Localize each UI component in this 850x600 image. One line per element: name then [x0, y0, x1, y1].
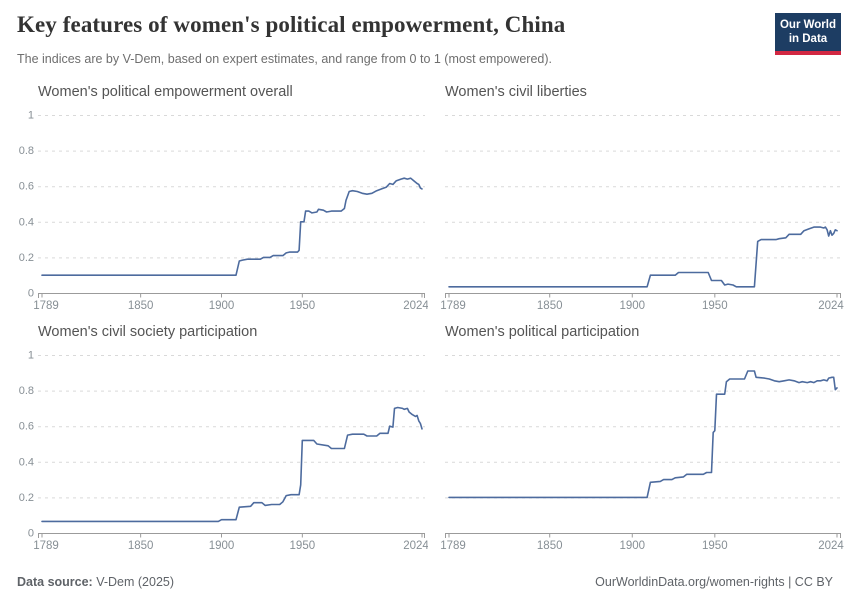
x-tick-label: 2024: [818, 300, 844, 312]
x-tick-label: 1950: [702, 300, 728, 312]
x-tick-label: 1950: [290, 540, 316, 552]
data-source-value: V-Dem (2025): [92, 575, 175, 589]
line-chart-political-empowerment-overall[interactable]: 0 0.2 0.4 0.6 0.8 1 1789 1850 1900 1950 2024: [16, 104, 428, 316]
series-line: [41, 177, 423, 276]
chart-title: Women's civil liberties: [445, 84, 587, 100]
series-line: [41, 406, 423, 523]
x-tick-label: 1950: [702, 540, 728, 552]
x-tick-label: 1789: [440, 300, 466, 312]
series-line: [448, 226, 838, 288]
y-tick-label: 0.6: [19, 181, 34, 193]
data-source-label: Data source:: [17, 575, 93, 589]
y-tick-label: 0: [28, 288, 34, 300]
y-tick-label: 0.2: [19, 252, 34, 264]
line-chart-civil-liberties[interactable]: 1789 1850 1900 1950 2024: [437, 104, 847, 316]
y-tick-label: 0.2: [19, 492, 34, 504]
x-tick-label: 1900: [209, 300, 235, 312]
x-tick-label: 1900: [619, 540, 645, 552]
y-tick-label: 0.6: [19, 421, 34, 433]
page-title: Key features of women's political empowe…: [17, 12, 566, 37]
x-tick-label: 1900: [619, 300, 645, 312]
x-tick-label: 1850: [537, 300, 563, 312]
x-tick-label: 1850: [537, 540, 563, 552]
chart-panel-civil-liberties: Women's civil liberties 1789 1850 1900 1950…: [437, 84, 847, 316]
x-tick-label: 1850: [128, 540, 154, 552]
y-tick-label: 0: [28, 528, 34, 540]
logo-line-1: Our World: [779, 18, 836, 31]
chart-panel-political-participation: Women's political participation 1789 1850…: [437, 324, 847, 556]
y-tick-label: 1: [28, 110, 34, 122]
x-tick-label: 1789: [33, 300, 59, 312]
x-tick-label: 1789: [440, 540, 466, 552]
chart-title: Women's political empowerment overall: [38, 84, 293, 100]
logo-line-2: in Data: [788, 33, 828, 45]
x-tick-label: 2024: [403, 540, 428, 552]
y-tick-label: 0.4: [19, 456, 34, 468]
line-chart-political-participation[interactable]: 1789 1850 1900 1950 2024: [437, 344, 847, 556]
y-tick-label: 0.8: [19, 145, 34, 157]
line-chart-civil-society-participation[interactable]: 0 0.2 0.4 0.6 0.8 1 1789 1850 1900 1950 2024: [16, 344, 428, 556]
credit-link[interactable]: OurWorldinData.org/women-rights | CC BY: [595, 575, 833, 589]
x-tick-label: 2024: [818, 540, 844, 552]
chart-title: Women's civil society participation: [38, 324, 258, 340]
x-tick-label: 1950: [290, 300, 316, 312]
series-line: [448, 370, 838, 499]
x-tick-label: 1789: [33, 540, 59, 552]
y-tick-label: 0.8: [19, 385, 34, 397]
chart-panel-civil-society-participation: Women's civil society participation 0 0.2…: [16, 324, 428, 556]
y-tick-label: 1: [28, 350, 34, 362]
y-tick-label: 0.4: [19, 216, 34, 228]
owid-logo[interactable]: Our World in Data: [775, 13, 841, 55]
x-tick-label: 1900: [209, 540, 235, 552]
x-tick-label: 1850: [128, 300, 154, 312]
page-subtitle: The indices are by V-Dem, based on exper…: [17, 52, 552, 66]
x-tick-label: 2024: [403, 300, 428, 312]
chart-footer: Data source: V-Dem (2025) OurWorldinData…: [17, 575, 833, 589]
data-source: Data source: V-Dem (2025): [17, 575, 174, 589]
chart-title: Women's political participation: [445, 324, 640, 340]
